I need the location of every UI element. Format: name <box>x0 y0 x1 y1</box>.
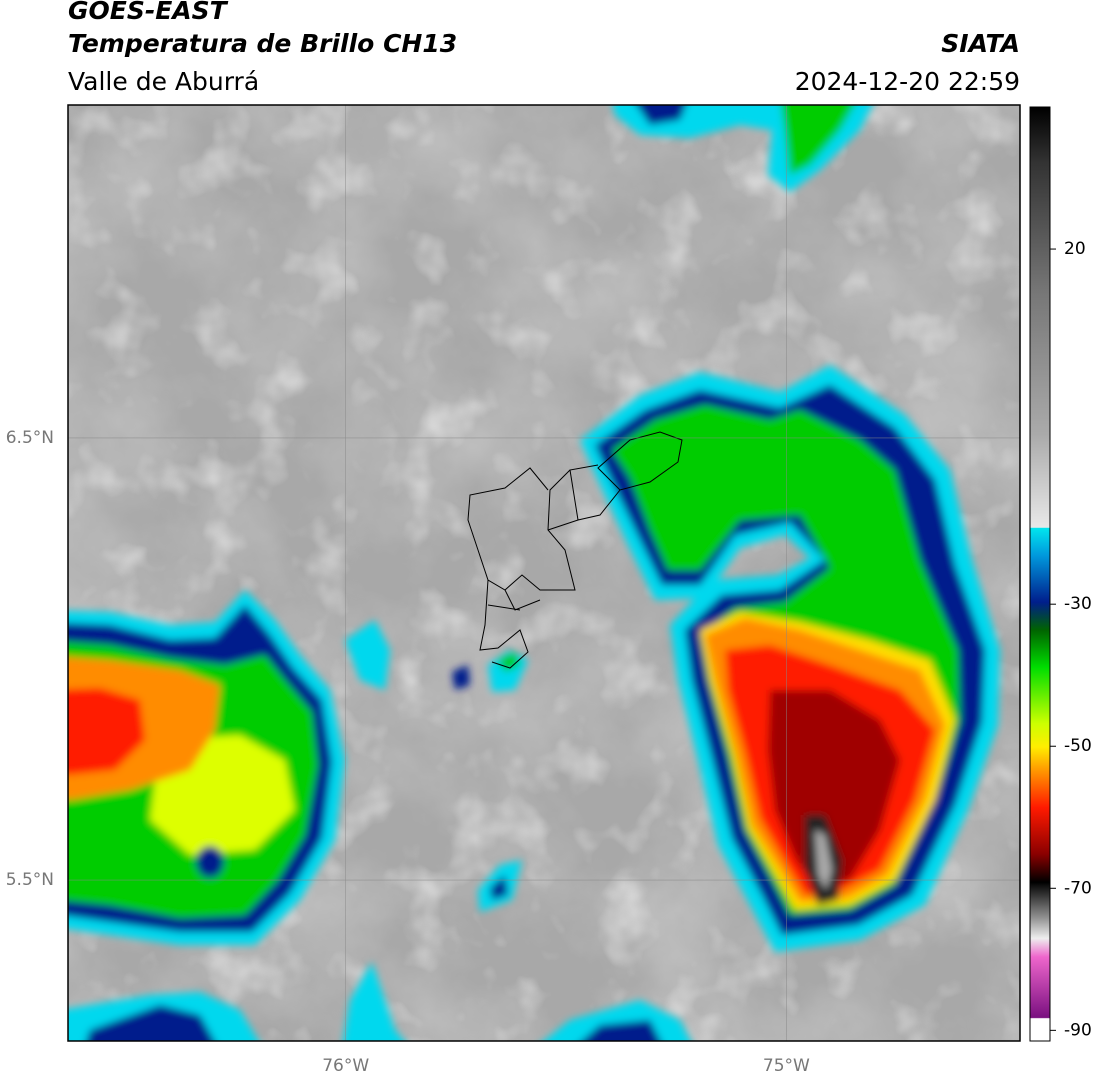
colorbar-tick-label: -90 <box>1064 1020 1092 1040</box>
colorbar <box>1029 106 1051 1042</box>
subtitle: Temperatura de Brillo CH13 <box>68 29 457 58</box>
imagery <box>68 105 1020 1041</box>
convective-cells <box>68 105 1000 1041</box>
title: GOES-EAST <box>68 0 229 25</box>
map-frame <box>67 104 1021 1042</box>
colorbar-tick-label: -70 <box>1064 878 1092 898</box>
region: Valle de Aburrá <box>68 67 259 96</box>
timestamp: 2024-12-20 22:59 <box>795 67 1020 96</box>
colorbar-tick-label: -30 <box>1064 594 1092 614</box>
graticule <box>68 105 1020 1041</box>
municipal-boundaries <box>467 431 683 669</box>
y-tick-label: 5.5°N <box>6 870 54 890</box>
x-tick-label: 76°W <box>322 1056 369 1076</box>
x-tick-label: 75°W <box>763 1056 810 1076</box>
source: SIATA <box>941 29 1020 58</box>
y-tick-label: 6.5°N <box>6 428 54 448</box>
colorbar-tick-label: -50 <box>1064 736 1092 756</box>
colorbar-tick-label: 20 <box>1064 239 1086 259</box>
